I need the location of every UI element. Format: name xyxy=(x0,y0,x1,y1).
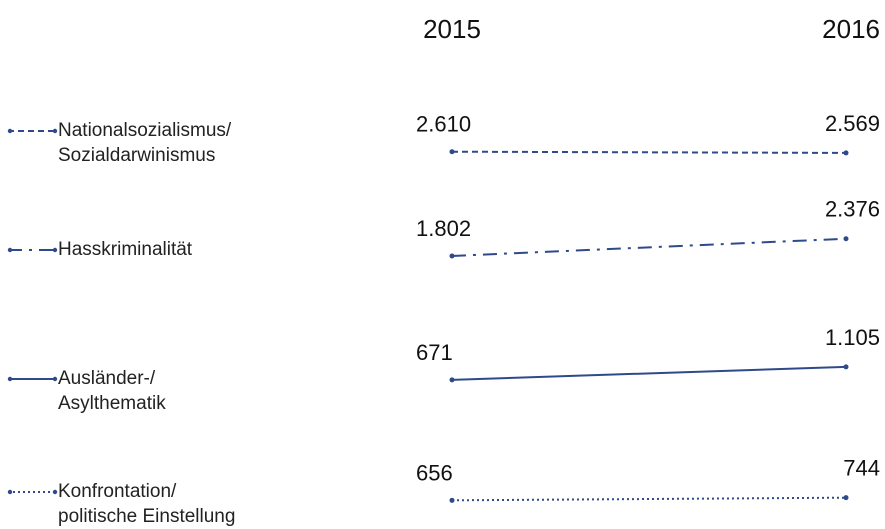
series-line xyxy=(451,365,847,381)
legend-marker xyxy=(52,489,58,495)
legend-label: Nationalsozialismus/ Sozialdarwinismus xyxy=(58,120,232,166)
point xyxy=(449,497,455,503)
legend-marker xyxy=(7,128,13,134)
point xyxy=(449,149,455,155)
legend-marker xyxy=(7,376,13,382)
series-line xyxy=(451,237,847,257)
point xyxy=(843,150,849,156)
value-label: 744 xyxy=(843,456,880,481)
series-line xyxy=(451,496,847,502)
value-label: 1.105 xyxy=(825,325,880,350)
legend-marker xyxy=(52,247,58,253)
year-label: 2016 xyxy=(822,14,880,44)
value-label: 2.569 xyxy=(825,111,880,136)
legend-marker xyxy=(7,489,13,495)
point xyxy=(843,364,849,370)
value-label: 671 xyxy=(416,340,453,365)
legend-label: Ausländer-/ Asylthematik xyxy=(58,368,166,414)
value-label: 2.376 xyxy=(825,197,880,222)
year-label: 2015 xyxy=(423,14,481,44)
value-label: 656 xyxy=(416,460,453,485)
legend-label: Konfrontation/ politische Einstellung xyxy=(58,481,236,527)
legend-marker xyxy=(52,376,58,382)
value-label: 1.802 xyxy=(416,216,471,241)
point xyxy=(843,495,849,501)
legend-marker xyxy=(52,128,58,134)
legend-marker xyxy=(7,247,13,253)
point xyxy=(449,377,455,383)
value-label: 2.610 xyxy=(416,112,471,137)
legend-label: Hasskriminalität xyxy=(58,239,193,260)
point xyxy=(449,253,455,259)
point xyxy=(843,236,849,242)
series-line xyxy=(451,150,847,154)
